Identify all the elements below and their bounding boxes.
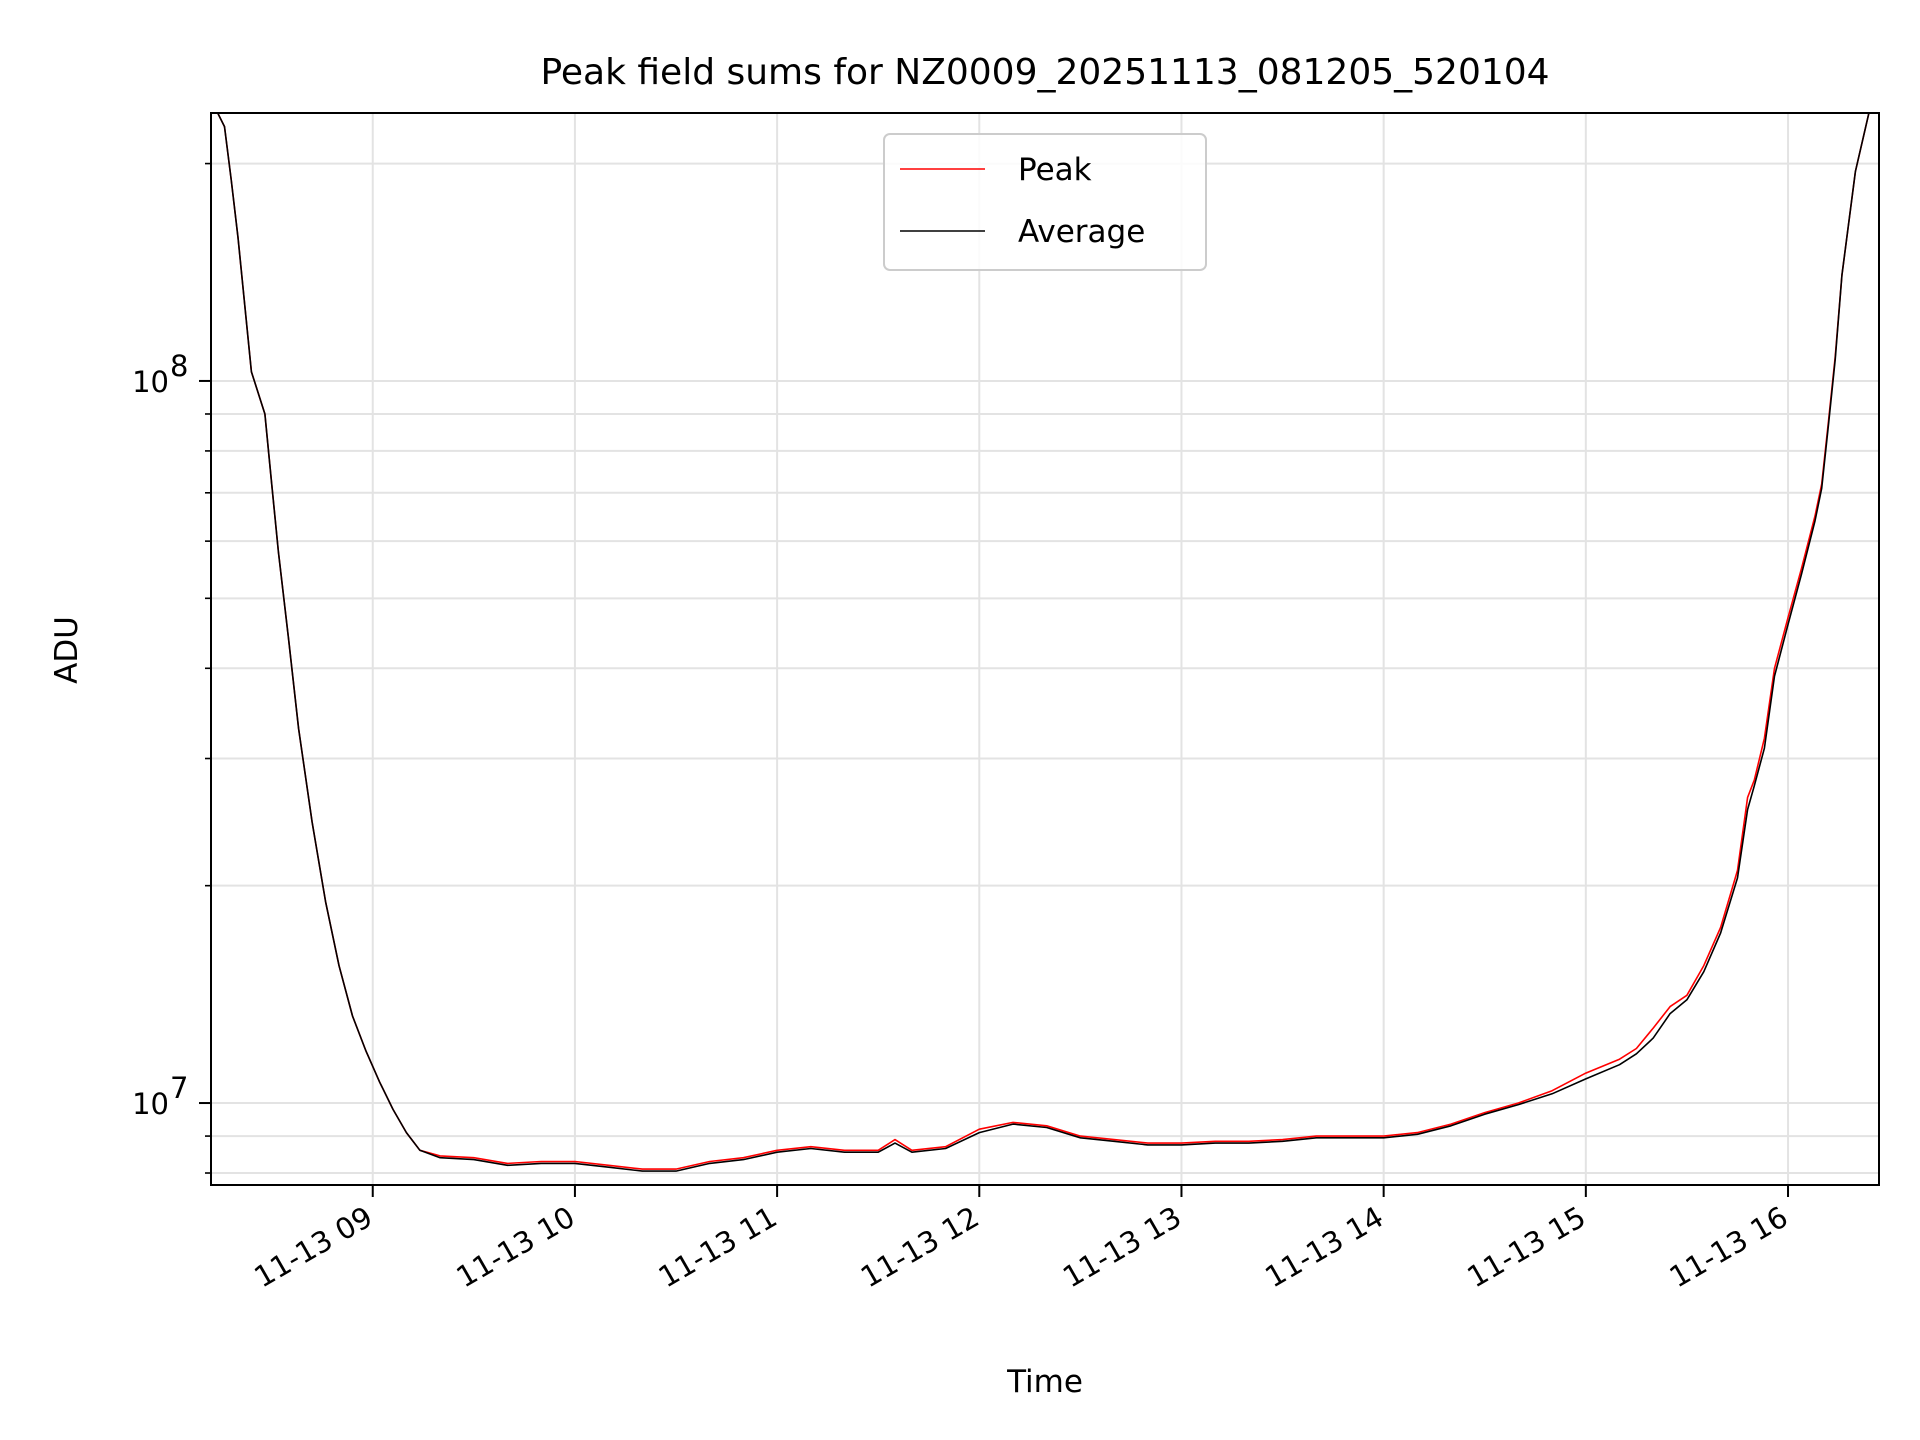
legend-label-average: Average	[1018, 214, 1145, 250]
legend-box	[883, 133, 1207, 271]
x-axis-label: Time	[1006, 1364, 1083, 1400]
y-tick-label: 10	[132, 1087, 169, 1121]
y-tick-exponent: 7	[170, 1071, 188, 1105]
y-tick-label: 10	[132, 365, 169, 399]
y-axis-label: ADU	[49, 616, 85, 684]
legend: Peak Average	[883, 133, 1207, 271]
plot-frame	[210, 112, 1880, 1186]
series-layer	[211, 113, 1879, 1172]
y-tick-exponent: 8	[170, 349, 188, 383]
grid-layer	[211, 113, 1879, 1185]
series-line-average	[211, 113, 1879, 1172]
legend-label-peak: Peak	[1018, 152, 1092, 188]
chart-title: Peak field sums for NZ0009_20251113_0812…	[540, 52, 1549, 93]
